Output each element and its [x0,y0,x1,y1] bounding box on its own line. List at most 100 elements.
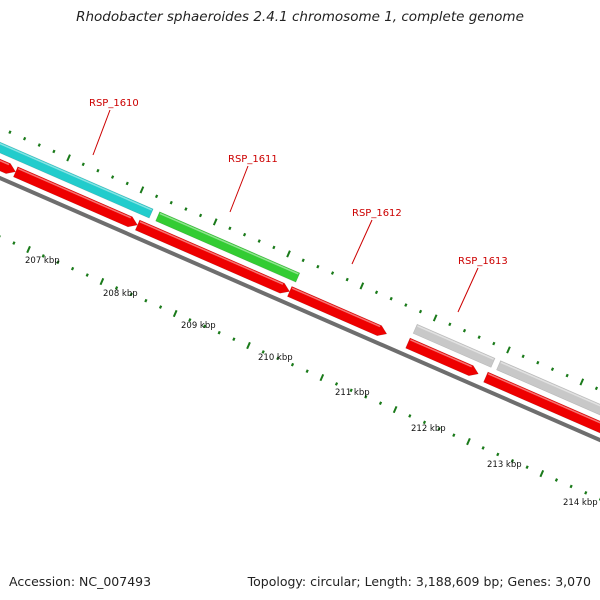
upper-major-tick [66,154,71,162]
lower-minor-tick [41,254,45,258]
lower-minor-tick [408,414,412,418]
upper-minor-tick [374,290,379,295]
upper-minor-tick [418,309,423,314]
lower-minor-tick [85,273,89,277]
lower-minor-tick [276,356,280,361]
scale-label: 211 kbp [335,388,370,398]
upper-minor-tick [110,175,115,179]
upper-minor-tick [404,303,408,307]
upper-minor-tick [154,194,159,199]
gene-labels: RSP_1610 RSP_1611 RSP_1612 RSP_1613 [89,98,508,313]
gene-gray-box-highlight [500,361,600,407]
upper-minor-tick [169,200,173,205]
lower-minor-tick [114,286,119,290]
gene-gray-box-highlight [417,325,494,360]
cds-arrow-highlight [17,167,132,219]
lower-tick-track [0,235,600,501]
lower-minor-tick [525,465,529,470]
gene-label: RSP_1610 [89,98,139,109]
upper-minor-tick [37,143,41,147]
lower-minor-tick [496,452,500,457]
lower-minor-tick [232,337,236,341]
upper-minor-tick [594,386,599,391]
cds-arrow [483,371,600,434]
lower-major-tick [539,469,545,478]
gene-green-box [155,211,301,283]
upper-minor-tick [81,162,85,167]
upper-major-tick [432,314,438,322]
lower-major-tick [246,341,251,350]
upper-major-tick [359,282,365,290]
lower-minor-tick [554,478,559,482]
upper-minor-tick [477,335,481,339]
upper-major-tick [139,186,145,194]
cds-arrow-highlight [139,221,284,285]
gene-cyan-box-highlight [0,142,152,211]
upper-minor-tick [565,373,569,378]
cds-arrow [134,219,291,294]
gene-label-leader [457,267,479,313]
upper-minor-tick [301,258,305,263]
scale-label: 214 kbp [563,498,598,508]
upper-minor-tick [536,360,540,365]
cds-arrow-highlight [487,373,600,424]
gene-track [0,141,600,416]
lower-minor-tick [510,458,515,463]
upper-minor-tick [272,245,276,250]
upper-minor-tick [521,354,525,359]
lower-minor-tick [584,490,588,495]
cds-arrow-highlight [291,287,381,328]
gene-label: RSP_1611 [228,154,278,165]
chromosome-backbone [0,175,600,443]
lower-minor-tick [188,318,192,322]
upper-minor-tick [125,181,129,186]
lower-minor-tick [202,324,207,329]
cds-arrow [0,158,17,174]
scale-label: 208 kbp [103,289,138,299]
cds-arrow [12,166,138,228]
upper-minor-tick [316,264,320,269]
lower-minor-tick [378,401,383,405]
cds-track [0,158,600,434]
upper-minor-tick [52,149,56,154]
upper-major-tick [506,346,511,354]
topology-text: Topology: circular; Length: 3,188,609 bp… [247,574,591,589]
backbone-line [0,175,600,443]
upper-minor-tick [228,226,232,231]
upper-minor-tick [96,168,100,173]
upper-minor-tick [345,277,349,282]
lower-minor-tick [452,433,456,437]
lower-minor-tick [349,388,353,393]
scale-label: 207 kbp [25,256,60,266]
cds-arrow-highlight [410,339,473,368]
upper-minor-tick [492,341,496,346]
lower-major-tick [392,405,398,414]
gene-gray-box [412,323,496,368]
upper-minor-tick [242,232,247,237]
lower-major-tick [319,373,325,382]
upper-minor-tick [8,130,12,135]
map-title: Rhodobacter sphaeroides 2.4.1 chromosome… [76,9,524,25]
lower-major-tick [172,309,178,318]
gene-label-leader [92,109,111,156]
scale-labels: 207 kbp 208 kbp 209 kbp 210 kbp 211 kbp 212 k… [25,256,598,508]
lower-minor-tick [481,446,485,450]
gene-cyan-box [0,141,154,219]
upper-tick-track [8,130,599,391]
cds-arrow [405,337,479,377]
upper-major-tick [579,378,585,386]
accession-text: Accession: NC_007493 [9,574,152,589]
upper-minor-tick [22,136,27,141]
upper-major-tick [212,218,218,226]
scale-label: 213 kbp [487,460,522,470]
scale-label: 210 kbp [258,353,293,363]
gene-label-leader [229,165,249,213]
lower-minor-tick [364,394,368,399]
upper-major-tick [286,250,291,258]
upper-minor-tick [389,296,393,301]
gene-green-box-highlight [159,212,299,275]
gene-label-leader [351,219,373,265]
upper-minor-tick [257,239,261,243]
lower-minor-tick [56,260,60,265]
